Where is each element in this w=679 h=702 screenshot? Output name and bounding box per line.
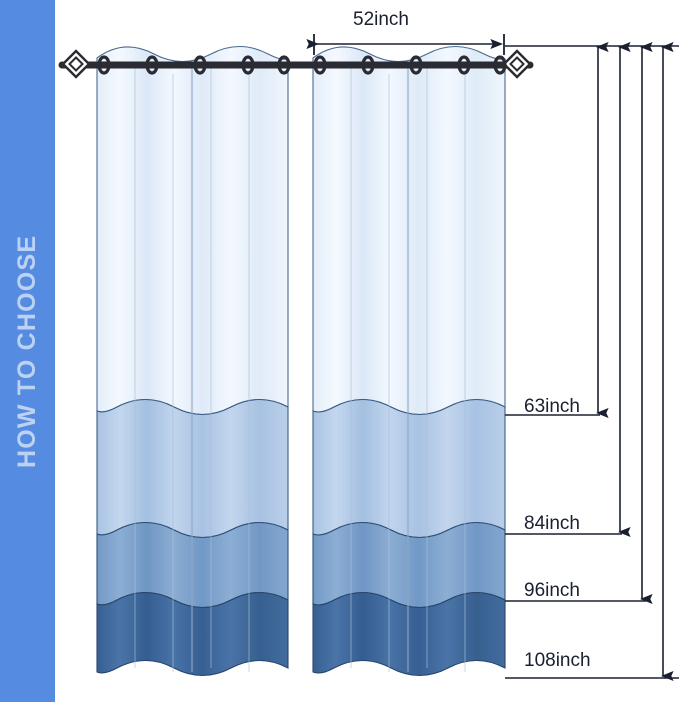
dimension-label-96: 96inch	[524, 580, 580, 601]
dimension-label-84: 84inch	[524, 513, 580, 534]
dimension-width-52	[306, 34, 505, 55]
curtain-panel-left	[96, 45, 289, 677]
dimension-label-63: 63inch	[524, 396, 580, 417]
sidebar-band	[0, 0, 55, 702]
dimension-label-width: 52inch	[353, 9, 409, 30]
grommets-right	[313, 55, 507, 75]
panel-left-pleat-lines	[134, 66, 250, 672]
grommets-left	[97, 55, 291, 75]
finial-left-icon	[61, 49, 91, 79]
panel-right-pleat-lines	[350, 66, 466, 672]
dimension-label-108: 108inch	[524, 650, 591, 671]
curtain-rod	[58, 49, 534, 79]
finial-right-icon	[502, 49, 532, 79]
dimension-length-arrows	[595, 41, 674, 682]
curtain-panel-right	[312, 45, 506, 677]
